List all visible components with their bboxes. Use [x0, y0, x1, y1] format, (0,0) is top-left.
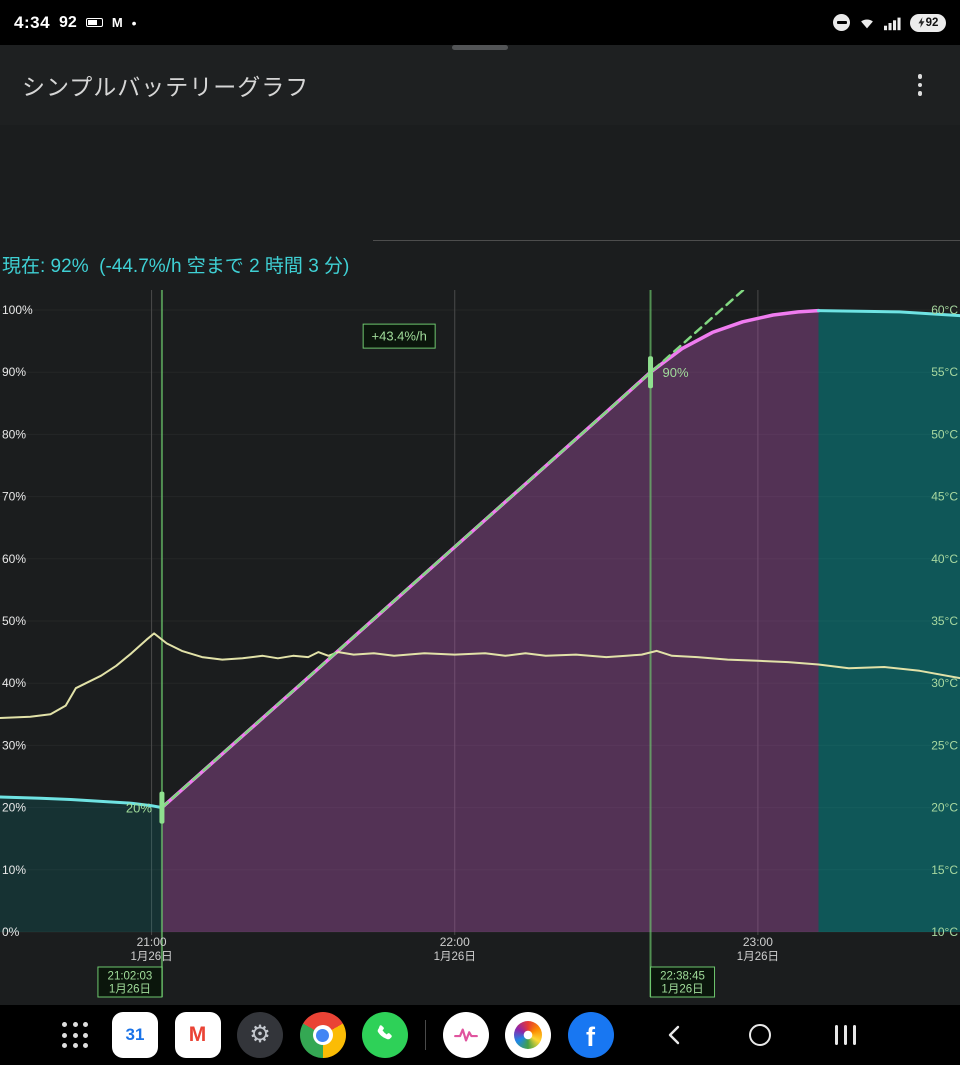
- chrome-app-icon[interactable]: [299, 1012, 346, 1058]
- charging-flash-icon: [918, 17, 925, 28]
- gear-icon: ⚙: [249, 1021, 271, 1048]
- svg-text:45°C: 45°C: [931, 490, 958, 504]
- waveform-icon: [453, 1028, 478, 1042]
- notification-count: 92: [59, 13, 77, 31]
- home-circle-icon: [749, 1024, 771, 1046]
- more-notifications-dot: •: [131, 14, 137, 31]
- clock: 4:34: [14, 12, 51, 32]
- app-drawer-icon[interactable]: [62, 1022, 88, 1048]
- svg-text:40°C: 40°C: [931, 552, 958, 566]
- series-battery-before-charge: [0, 795, 164, 810]
- svg-text:50°C: 50°C: [931, 427, 958, 441]
- svg-text:90%: 90%: [663, 365, 689, 380]
- svg-text:20°C: 20°C: [931, 801, 958, 815]
- chart-event-lines: [160, 290, 652, 997]
- recents-button[interactable]: [822, 1012, 868, 1058]
- svg-text:21:02:03: 21:02:03: [108, 971, 153, 983]
- gmail-m-glyph: M: [188, 1023, 207, 1046]
- gmail-app-icon[interactable]: M: [174, 1012, 221, 1058]
- svg-text:0%: 0%: [2, 925, 20, 939]
- overflow-menu-icon[interactable]: [914, 70, 927, 100]
- svg-text:20%: 20%: [126, 801, 152, 816]
- svg-text:35°C: 35°C: [931, 614, 958, 628]
- svg-text:15°C: 15°C: [931, 863, 958, 877]
- svg-text:+43.4%/h: +43.4%/h: [372, 329, 427, 344]
- svg-text:1月26日: 1月26日: [130, 951, 172, 963]
- pinwheel-icon: [514, 1021, 542, 1049]
- do-not-disturb-icon: [833, 14, 850, 31]
- svg-text:50%: 50%: [2, 614, 26, 628]
- facebook-f-glyph: f: [586, 1021, 595, 1052]
- battery-percent-value: 92: [925, 16, 939, 29]
- series-battery-after-charge: [817, 309, 960, 318]
- health-app-icon[interactable]: [442, 1012, 489, 1058]
- svg-text:21:00: 21:00: [137, 935, 167, 949]
- svg-text:70%: 70%: [2, 490, 26, 504]
- window-drag-handle[interactable]: [452, 45, 508, 50]
- svg-text:22:00: 22:00: [440, 935, 470, 949]
- facebook-app-icon[interactable]: f: [567, 1012, 614, 1058]
- svg-text:40%: 40%: [2, 676, 26, 690]
- bottom-nav: 31 M ⚙ f: [0, 1005, 960, 1065]
- settings-app-icon[interactable]: ⚙: [237, 1012, 283, 1058]
- svg-text:1月26日: 1月26日: [434, 951, 476, 963]
- app-title: シンプルバッテリーグラフ: [22, 74, 310, 100]
- svg-text:10%: 10%: [2, 863, 26, 877]
- svg-text:100%: 100%: [2, 303, 33, 317]
- svg-text:22:38:45: 22:38:45: [660, 971, 705, 983]
- calendar-app-icon[interactable]: 31: [112, 1012, 158, 1058]
- phone-app-icon[interactable]: [362, 1012, 408, 1058]
- svg-text:1月26日: 1月26日: [661, 984, 703, 996]
- svg-text:1月26日: 1月26日: [109, 984, 151, 996]
- svg-text:1月26日: 1月26日: [737, 951, 779, 963]
- chart-grid: [0, 290, 960, 935]
- battery-notification-icon: [85, 18, 103, 27]
- chart-labels: 21:00 1月26日 22:00 1月26日 23:00 1月26日 20% 21:02:0…: [2, 303, 958, 998]
- battery-status-text: 現在: 92% (-44.7%/h 空まで 2 時間 3 分): [2, 256, 350, 277]
- nav-divider: [424, 1020, 426, 1050]
- svg-text:30%: 30%: [2, 738, 26, 752]
- app-window: シンプルバッテリーグラフ 現在: 92% (-44.7%/h 空まで 2 時間 …: [0, 45, 960, 1005]
- svg-text:25°C: 25°C: [931, 738, 958, 752]
- svg-text:60°C: 60°C: [931, 303, 958, 317]
- svg-text:23:00: 23:00: [743, 935, 773, 949]
- signal-icon: [884, 17, 901, 30]
- header-divider: [373, 240, 960, 241]
- svg-text:55°C: 55°C: [931, 365, 958, 379]
- app-header: シンプルバッテリーグラフ: [0, 45, 960, 125]
- svg-text:60%: 60%: [2, 552, 26, 566]
- battery-chart-svg[interactable]: 21:00 1月26日 22:00 1月26日 23:00 1月26日 20% 21:02:0…: [0, 290, 960, 1005]
- gallery-app-icon[interactable]: [505, 1012, 551, 1058]
- back-chevron-icon: [668, 1025, 680, 1045]
- wifi-icon: [861, 18, 873, 28]
- series-temperature: [0, 632, 960, 719]
- svg-text:20%: 20%: [2, 801, 26, 815]
- status-bar: 4:34 92 M • 92: [0, 0, 960, 45]
- home-button[interactable]: [737, 1012, 783, 1058]
- battery-status-pill: 92: [910, 13, 946, 32]
- svg-text:90%: 90%: [2, 365, 26, 379]
- battery-chart[interactable]: 21:00 1月26日 22:00 1月26日 23:00 1月26日 20% 21:02:0…: [0, 290, 960, 1005]
- svg-text:30°C: 30°C: [931, 676, 958, 690]
- calendar-day-label: 31: [125, 1025, 145, 1044]
- gmail-notification-icon: M: [111, 15, 123, 30]
- svg-text:10°C: 10°C: [931, 925, 958, 939]
- chart-fills: [0, 310, 960, 933]
- svg-text:80%: 80%: [2, 427, 26, 441]
- phone-handset-icon: [377, 1025, 392, 1040]
- back-button[interactable]: [652, 1012, 698, 1058]
